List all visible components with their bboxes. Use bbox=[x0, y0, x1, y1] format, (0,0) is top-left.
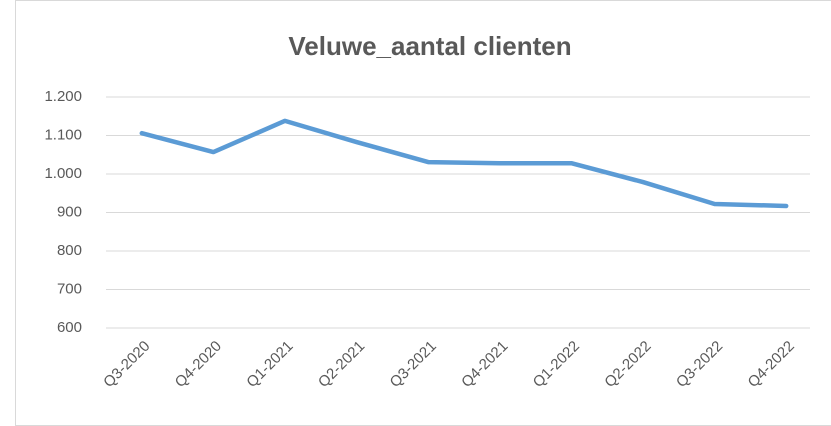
y-tick-label: 800 bbox=[57, 242, 82, 259]
line bbox=[139, 118, 789, 209]
y-tick-label: 1.100 bbox=[44, 126, 82, 143]
chart-title: Veluwe_aantal clienten bbox=[288, 31, 571, 61]
y-tick-label: 1.000 bbox=[44, 165, 82, 182]
y-tick-label: 900 bbox=[57, 203, 82, 220]
y-tick-label: 700 bbox=[57, 280, 82, 297]
y-tick-label: 600 bbox=[57, 319, 82, 336]
y-tick-label: 1.200 bbox=[44, 88, 82, 105]
